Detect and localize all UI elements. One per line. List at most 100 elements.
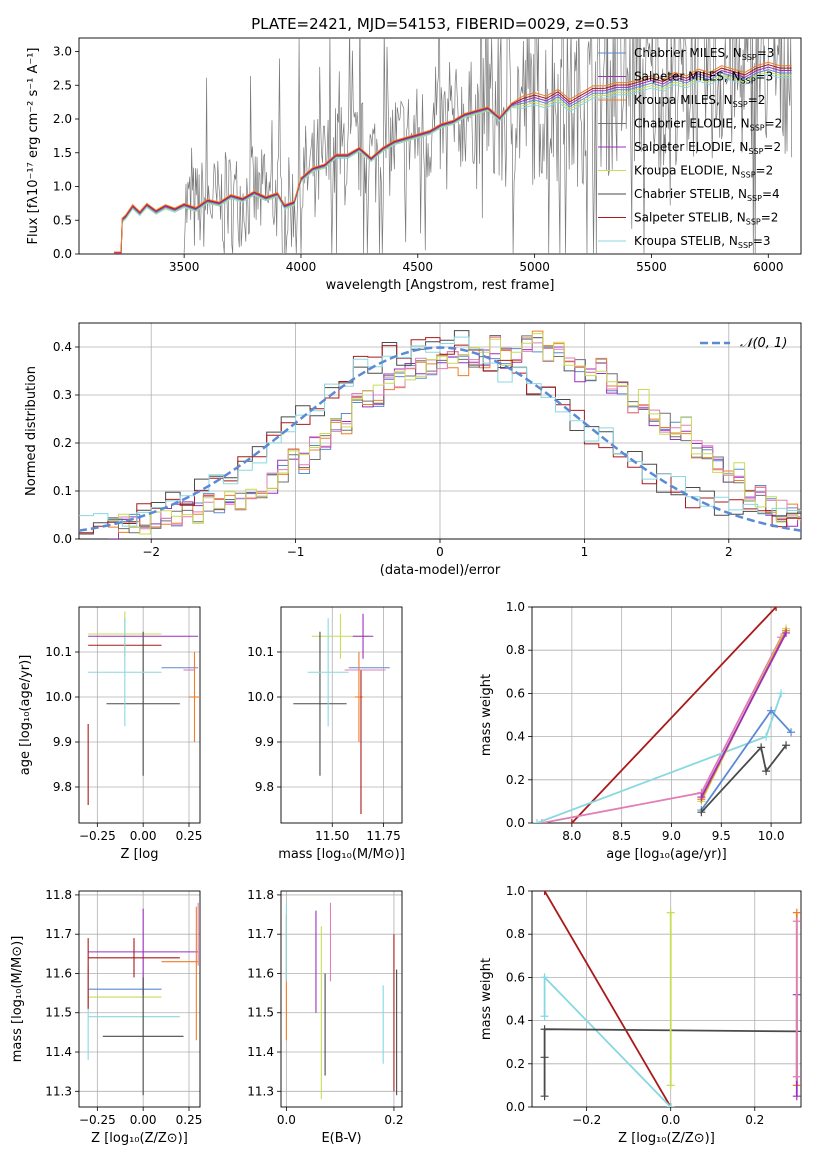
x-tick-label: 0.00 <box>130 1113 157 1127</box>
weight-marker <box>540 1053 549 1062</box>
axes: −2 −1 0 1 2 0.0 0.1 0.2 0.3 0.4 (data-model)/error… <box>24 322 802 578</box>
x-axis-label: (data-model)/error <box>380 563 501 578</box>
model-line-cm <box>114 69 792 254</box>
plot-frame <box>78 606 201 824</box>
panel-spectrum: 3500 4000 4500 5000 5500 6000 0.0 0.5 1.0 1.5 2.0 2… <box>26 37 802 293</box>
y-tick-label: 11.5 <box>45 1006 72 1020</box>
x-axis-label: Z [log₁₀(Z/Z⊙)] <box>91 1131 188 1146</box>
x-tick-label: 4000 <box>286 260 317 274</box>
y-axis-label: mass [log₁₀(M/M⊙)] <box>10 936 25 1063</box>
observed-spectrum <box>183 38 793 254</box>
x-tick-label: 0.2 <box>384 1113 403 1127</box>
weight-line-ss <box>571 607 777 823</box>
y-tick-label: 10.1 <box>45 645 72 659</box>
weight-line-cs <box>700 744 787 813</box>
x-tick-label: 0.2 <box>745 1113 764 1127</box>
plot-frame <box>531 890 802 1108</box>
x-tick-label: −0.2 <box>572 1113 601 1127</box>
weight-line-cm <box>700 709 792 811</box>
legend-entry: Salpeter MILES, NSSP=3 <box>634 70 773 86</box>
x-tick-label: 5500 <box>636 260 667 274</box>
axes: −0.25 0.00 0.25 9.8 9.9 10.0 10.1 Z [log age [lo… <box>18 606 202 862</box>
weight-marker <box>762 767 771 776</box>
y-tick-label: 11.4 <box>247 1045 274 1059</box>
y-tick-label: 10.0 <box>247 690 274 704</box>
weight-marker <box>540 1012 549 1021</box>
y-tick-label: 3.0 <box>53 45 72 59</box>
weight-marker <box>540 973 549 982</box>
x-axis-label: Z [log₁₀(Z/Z⊙)] <box>618 1131 715 1146</box>
weight-marker <box>567 819 576 823</box>
y-tick-label: 2.0 <box>53 112 72 126</box>
weight-marker <box>540 1025 549 1034</box>
y-tick-label: 11.7 <box>247 927 274 941</box>
axes: −0.25 0.00 0.25 11.3 11.4 11.5 11.6 11.7 11.8 Z [… <box>10 888 202 1146</box>
axes: 11.50 11.75 9.8 9.9 10.0 10.1 mass [log₁₀(M/M⊙… <box>247 606 405 862</box>
y-tick-label: 9.9 <box>53 735 72 749</box>
grid <box>532 606 801 824</box>
plot-frame <box>78 890 201 1108</box>
axes: 8.0 8.5 9.0 9.5 10.0 0.0 0.2 0.4 0.6 0.8 1.0 age [l… <box>479 600 802 862</box>
y-tick-label: 11.8 <box>45 888 72 902</box>
weight-marker <box>792 908 801 917</box>
x-tick-label: 0.0 <box>277 1113 296 1127</box>
panel-weight-vs-z: −0.2 0.0 0.2 0.0 0.2 0.4 0.6 0.8 1.0 Z [log₁₀(Z/Z… <box>479 884 802 1146</box>
y-tick-label: 10.1 <box>247 645 274 659</box>
x-tick-label: 0.0 <box>661 1113 680 1127</box>
legend-entry: Kroupa ELODIE, NSSP=2 <box>634 164 773 180</box>
model-line-ke <box>114 71 792 254</box>
weight-marker <box>757 743 766 752</box>
panel-weight-vs-age: 8.0 8.5 9.0 9.5 10.0 0.0 0.2 0.4 0.6 0.8 1.0 age [l… <box>479 600 802 862</box>
x-tick-label: −1 <box>287 545 305 559</box>
weight-line-sm <box>700 632 787 798</box>
legend-entry: Chabrier MILES, NSSP=3 <box>634 46 774 62</box>
plot-frame <box>78 37 802 255</box>
x-axis-label: E(B-V) <box>321 1131 361 1146</box>
x-tick-label: 8.0 <box>562 829 581 843</box>
weight-marker <box>540 891 549 895</box>
weight-line-ks <box>543 975 672 1107</box>
x-tick-label: 9.5 <box>712 829 731 843</box>
axes: −0.2 0.0 0.2 0.0 0.2 0.4 0.6 0.8 1.0 Z [log₁₀(Z/Z… <box>479 884 802 1146</box>
legend-entry: Salpeter ELODIE, NSSP=2 <box>634 140 781 156</box>
weight-marker <box>532 819 541 823</box>
legend-entry: Kroupa STELIB, NSSP=3 <box>634 234 771 250</box>
model-line-sm <box>114 66 792 254</box>
weight-marker <box>697 808 706 817</box>
panel-mass-vs-ebv: 0.0 0.2 11.3 11.4 11.5 11.6 11.7 11.8 E(B-V) <box>247 888 403 1146</box>
y-tick-label: 0.4 <box>53 340 72 354</box>
weight-marker <box>792 1072 801 1081</box>
plot-frame <box>280 606 403 824</box>
y-tick-label: 11.6 <box>247 966 274 980</box>
weight-marker <box>777 689 786 698</box>
y-tick-label: 0.0 <box>506 816 525 830</box>
weight-marker <box>792 917 801 926</box>
axes: 0.0 0.2 11.3 11.4 11.5 11.6 11.7 11.8 E(B-V) <box>247 888 403 1146</box>
y-tick-label: 0.2 <box>506 773 525 787</box>
weight-marker <box>666 1103 675 1107</box>
weight-marker <box>767 706 776 715</box>
x-tick-label: 11.50 <box>315 829 349 843</box>
x-tick-label: 10.0 <box>758 829 785 843</box>
y-axis-label: age [log₁₀(age/yr)] <box>18 655 33 776</box>
weight-line-ss <box>543 891 672 1107</box>
gaussian-curve <box>79 346 801 532</box>
weight-marker <box>697 793 706 802</box>
x-tick-label: 2 <box>725 545 733 559</box>
x-axis-label: Z [log <box>121 847 159 862</box>
legend-entry: Chabrier STELIB, NSSP=4 <box>634 187 780 203</box>
figure-title: PLATE=2421, MJD=54153, FIBERID=0029, z=0… <box>251 15 629 33</box>
weight-line-se <box>541 636 782 823</box>
plot-frame <box>78 322 802 540</box>
y-tick-label: 0.8 <box>506 927 525 941</box>
histogram-se <box>107 336 801 530</box>
y-axis-label: Flux [fλ10⁻¹⁷ erg cm⁻² s⁻¹ A⁻¹] <box>26 48 41 245</box>
x-tick-label: 8.5 <box>612 829 631 843</box>
y-axis-label: Normed distribution <box>24 366 39 496</box>
grid <box>79 891 200 1107</box>
model-line-ss <box>114 64 792 254</box>
axes: 3500 4000 4500 5000 5500 6000 0.0 0.5 1.0 1.5 2.0 2… <box>26 37 802 293</box>
legend-entry: Salpeter STELIB, NSSP=2 <box>634 211 778 227</box>
y-tick-label: 0.0 <box>53 247 72 261</box>
x-tick-label: 0.25 <box>176 1113 203 1127</box>
